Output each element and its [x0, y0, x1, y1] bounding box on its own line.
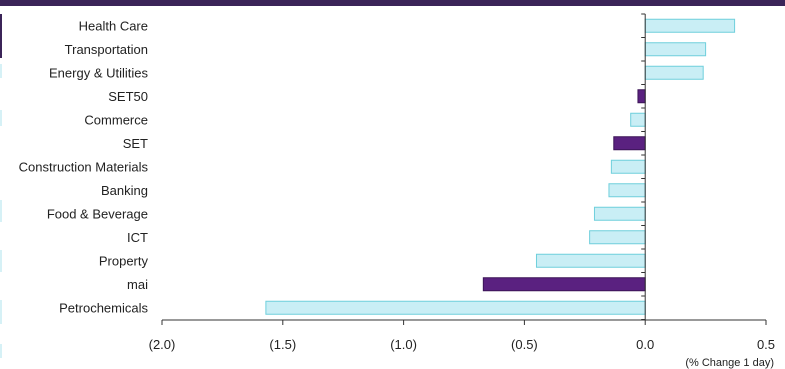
- bar-ict: [589, 230, 646, 245]
- category-label: ICT: [127, 230, 148, 245]
- category-label: Transportation: [65, 42, 148, 57]
- bar-food-beverage: [593, 206, 646, 221]
- bar-set: [613, 136, 646, 151]
- x-tick-label: (2.0): [149, 337, 176, 352]
- category-label: Petrochemicals: [59, 300, 148, 315]
- edge-mark: [0, 64, 2, 78]
- x-tick-label: 0.0: [636, 337, 654, 352]
- bar-commerce: [630, 112, 646, 127]
- bar-set50: [637, 89, 646, 104]
- bar-health-care: [644, 18, 736, 33]
- bar-property: [535, 253, 646, 268]
- edge-mark: [0, 110, 2, 126]
- category-label: mai: [127, 277, 148, 292]
- x-tick-label: (1.0): [390, 337, 417, 352]
- category-label: Construction Materials: [19, 159, 149, 174]
- category-label: Banking: [101, 183, 148, 198]
- category-label: Energy & Utilities: [49, 65, 148, 80]
- x-tick-label: (1.5): [269, 337, 296, 352]
- edge-mark: [0, 250, 2, 272]
- bar-mai: [482, 277, 646, 292]
- x-tick-label: (0.5): [511, 337, 538, 352]
- bar-transportation: [644, 42, 707, 57]
- category-label: SET50: [108, 89, 148, 104]
- edge-mark: [0, 200, 2, 222]
- edge-mark: [0, 344, 2, 358]
- x-axis-unit-label: (% Change 1 day): [685, 357, 774, 369]
- edge-mark: [0, 14, 2, 58]
- category-label: Property: [99, 253, 149, 268]
- category-labels-group: Health Care Transportation Energy & Utilit…: [19, 18, 149, 315]
- bar-petrochemicals: [265, 300, 646, 315]
- top-banner: [0, 0, 785, 6]
- category-label: Commerce: [84, 112, 148, 127]
- category-label: Food & Beverage: [47, 206, 148, 221]
- x-tick-label: 0.5: [757, 337, 775, 352]
- bar-construction-materials: [610, 159, 646, 174]
- category-label: SET: [123, 136, 148, 151]
- edge-mark: [0, 300, 2, 324]
- x-ticks-group: (2.0) (1.5) (1.0) (0.5) 0.0 0.5: [149, 13, 775, 352]
- category-label: Health Care: [79, 18, 148, 33]
- bars-group: [265, 18, 736, 315]
- bar-banking: [608, 183, 646, 198]
- bar-energy-utilities: [644, 65, 704, 80]
